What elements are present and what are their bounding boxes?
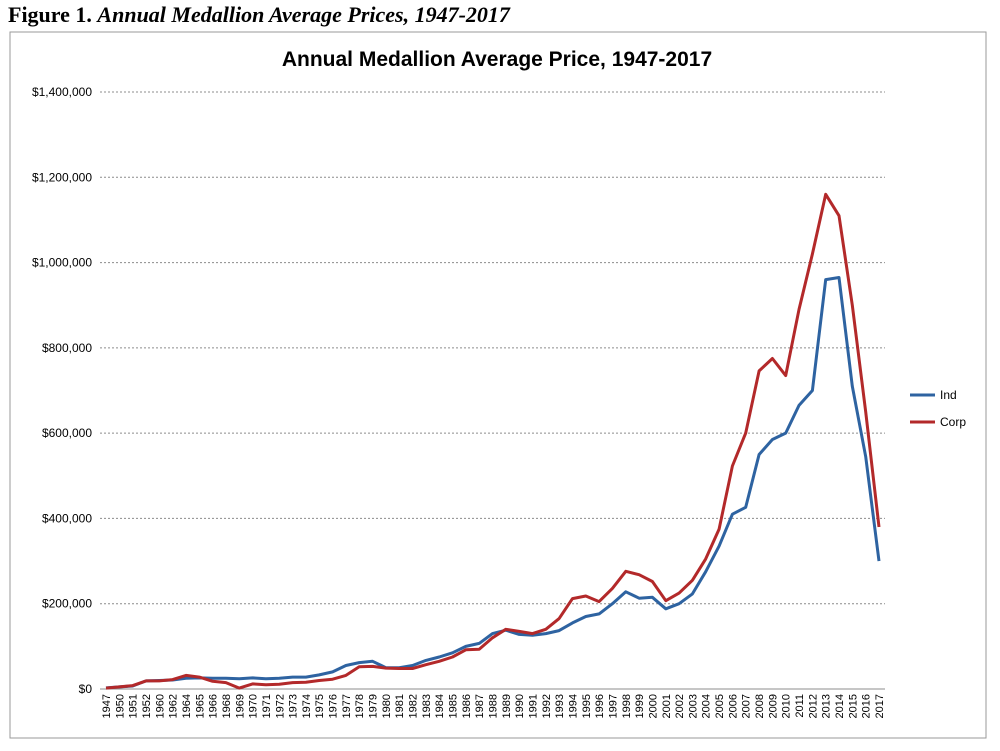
x-tick-label: 1950: [114, 694, 126, 718]
x-tick-label: 2002: [674, 694, 686, 718]
y-tick-label: $1,200,000: [32, 170, 92, 184]
figure-number: Figure 1.: [8, 2, 92, 27]
x-tick-label: 2014: [834, 694, 846, 718]
x-tick-label: 1952: [141, 694, 153, 718]
x-tick-label: 2003: [687, 694, 699, 718]
x-tick-label: 2012: [807, 694, 819, 718]
y-tick-labels: $0 $200,000 $400,000 $600,000 $800,000 $1,000…: [32, 85, 92, 696]
x-tick-label: 1973: [288, 694, 300, 718]
x-tick-label: 2004: [701, 694, 713, 718]
x-tick-label: 1980: [381, 694, 393, 718]
x-tick-label: 1985: [448, 694, 460, 718]
x-tick-label: 2013: [821, 694, 833, 718]
x-tick-label: 1981: [394, 694, 406, 718]
x-tick-label: 1969: [234, 694, 246, 718]
x-tick-label: 1970: [248, 694, 260, 718]
x-tick-label: 1978: [354, 694, 366, 718]
x-tick-label: 1999: [634, 694, 646, 718]
x-tick-label: 1996: [594, 694, 606, 718]
x-tick-label: 1990: [514, 694, 526, 718]
series-lines: [105, 192, 881, 690]
x-tick-label: 2005: [714, 694, 726, 718]
x-tick-label: 1974: [301, 694, 313, 718]
x-tick-label: 1964: [181, 694, 193, 718]
x-tick-label: 1975: [314, 694, 326, 718]
legend-label-corp: Corp: [940, 415, 966, 429]
x-tick-label: 2017: [874, 694, 886, 718]
chart-title: Annual Medallion Average Price, 1947-201…: [282, 48, 712, 71]
x-tick-label: 1995: [581, 694, 593, 718]
x-tick-label: 1976: [328, 694, 340, 718]
x-tick-labels: 1947 1950 1951 1952 1960 1962 1964 1965 1966 1968…: [101, 694, 886, 718]
x-tick-label: 2015: [847, 694, 859, 718]
x-tick-label: 1994: [567, 694, 579, 718]
x-tick-label: 1988: [488, 694, 500, 718]
x-tick-label: 1979: [368, 694, 380, 718]
x-tick-label: 1989: [501, 694, 513, 718]
x-tick-label: 2010: [781, 694, 793, 718]
x-tick-label: 2011: [794, 694, 806, 718]
figure-caption: Figure 1. Annual Medallion Average Price…: [8, 2, 510, 28]
x-tick-label: 2006: [727, 694, 739, 718]
x-tick-label: 1962: [168, 694, 180, 718]
x-tick-label: 1998: [621, 694, 633, 718]
x-tick-label: 1984: [434, 694, 446, 718]
x-tick-label: 2008: [754, 694, 766, 718]
x-tick-label: 1972: [274, 694, 286, 718]
series-line-corp: [105, 192, 881, 690]
x-tick-label: 2007: [741, 694, 753, 718]
series-line-ind: [105, 276, 881, 690]
y-tick-label: $1,400,000: [32, 85, 92, 99]
y-tick-label: $400,000: [42, 511, 92, 525]
x-tick-label: 1966: [208, 694, 220, 718]
y-tick-label: $800,000: [42, 341, 92, 355]
x-tick-label: 1987: [474, 694, 486, 718]
x-tick-label: 1993: [554, 694, 566, 718]
x-tick-label: 1991: [527, 694, 539, 718]
x-tick-label: 2001: [661, 694, 673, 718]
gridlines: [100, 91, 885, 605]
figure-title: Annual Medallion Average Prices, 1947-20…: [97, 2, 510, 27]
x-tick-label: 1986: [461, 694, 473, 718]
x-tick-label: 1982: [408, 694, 420, 718]
x-tick-label: 1960: [154, 694, 166, 718]
x-tick-label: 1947: [101, 694, 113, 718]
legend: Ind Corp: [910, 388, 966, 429]
x-tick-label: 2009: [767, 694, 779, 718]
x-tick-label: 2000: [647, 694, 659, 718]
y-tick-label: $1,000,000: [32, 256, 92, 270]
y-tick-label: $0: [79, 682, 93, 696]
x-tick-label: 1965: [194, 694, 206, 718]
y-tick-label: $600,000: [42, 426, 92, 440]
x-tick-label: 1977: [341, 694, 353, 718]
x-tick-label: 1968: [221, 694, 233, 718]
x-tick-label: 2016: [861, 694, 873, 718]
chart-frame: [9, 31, 987, 739]
x-tick-label: 1997: [607, 694, 619, 718]
x-tick-label: 1951: [128, 694, 140, 718]
x-tick-label: 1971: [261, 694, 273, 718]
x-tick-label: 1983: [421, 694, 433, 718]
legend-label-ind: Ind: [940, 388, 957, 402]
x-tick-label: 1992: [541, 694, 553, 718]
y-tick-label: $200,000: [42, 597, 92, 611]
